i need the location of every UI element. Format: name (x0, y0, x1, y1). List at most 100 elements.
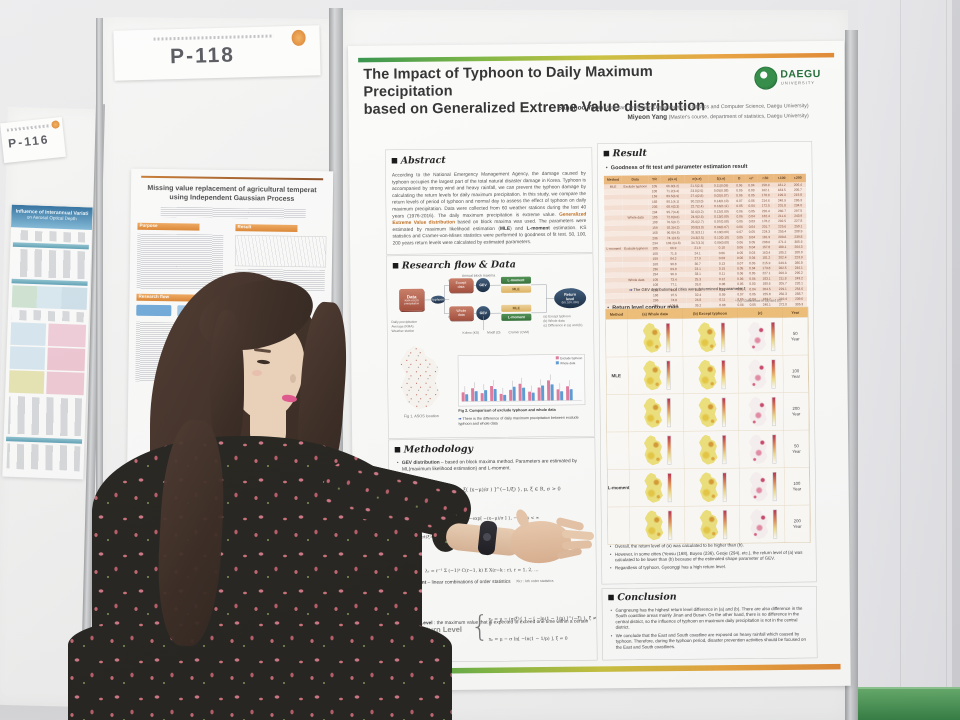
contour-method-cell (607, 506, 631, 545)
p118-rule (141, 175, 324, 181)
gev-params-note: μ : location parameter σ : scale paramet… (515, 530, 551, 547)
author-line: Miyeon Yang (Master's course, department… (509, 110, 809, 123)
contour-method-lmoment: L-moment (607, 485, 630, 491)
flow-tests: Kolmo (KS) Modif (D) Cramér (CvM) (462, 330, 530, 335)
flow-node-mle: MLE (501, 285, 532, 293)
flow-node-typhoon: typhoon (431, 295, 446, 304)
conclusion-section: Conclusion Gangneung has the highest ret… (601, 586, 818, 661)
contour-method-cell (607, 431, 630, 470)
p116-text-blur (6, 443, 81, 472)
flow-node-gev: GEV (475, 278, 491, 293)
wall-seam (900, 0, 901, 720)
contour-header: (c) (737, 307, 783, 318)
p118-flow-box (136, 304, 172, 317)
author-affil: (Master's course, department of statisti… (667, 112, 809, 121)
result-section: Result Goodness of fit test and paramete… (597, 141, 817, 585)
gumbel-formula: Gumbel(ξ=0) : G(x) = exp{ −exp[ −(x−μ)/σ… (403, 515, 609, 522)
p118-text-blur (136, 233, 224, 290)
p116-map-pink (47, 347, 86, 372)
findings-list: Overall, the return level of (a) was cal… (610, 542, 808, 573)
flow-top-label: Annual block maxima (461, 273, 496, 278)
p116-map-row (11, 285, 88, 310)
fig1-caption: Fig 1. ASOS location (403, 413, 439, 419)
contour-map-except (684, 505, 741, 544)
flow-left-note: Daily precipitation Average (KMA) Weathe… (391, 320, 418, 334)
abstract-t3: ) and (510, 225, 527, 232)
abstract-t1: According to the National Emergency Mana… (391, 170, 587, 219)
abstract-section: Abstract According to the National Emerg… (385, 147, 594, 255)
korean-text-blur (153, 34, 274, 41)
p116-map-pink (46, 371, 85, 396)
flow-line (444, 299, 450, 301)
finding-bullet: Regardless of typhoon, Gyeonggi has a hi… (610, 563, 808, 571)
research-section: Research flow & Data Annual block maxima… (386, 253, 596, 439)
p118-poster: Missing value replacement of agricultura… (124, 168, 334, 642)
abstract-text: According to the National Emergency Mana… (392, 170, 587, 247)
p116-text-blur (13, 248, 88, 279)
contour-year-cell: 50 Year (784, 429, 810, 468)
flow-line (490, 284, 502, 286)
flow-line (444, 285, 450, 287)
contour-method-cell (605, 319, 629, 357)
p116-map (10, 322, 47, 346)
flow-line (546, 298, 555, 299)
boxplot-bars (461, 375, 582, 402)
flow-line (531, 284, 547, 286)
p116-text-blur (11, 309, 86, 323)
lmoment-formula: λᵣ = r⁻¹ Σ (−1)ᵏ C(r−1, k) E X(r−k : r),… (424, 567, 539, 574)
contour-method-cell (606, 394, 630, 432)
p116-poster: Influence of Interannual Variati on Aero… (2, 204, 93, 480)
bottom-gradient-bar (364, 663, 841, 675)
contour-header: (a) Whole data (627, 308, 683, 320)
result-heading: Result (604, 147, 647, 158)
poster-authors: Sanghoo Yoon (Assistant professor, Depar… (509, 100, 809, 123)
conference-logo-icon (291, 29, 306, 47)
fig2-caption: Fig 2. Comparison of exclude typhoon and… (458, 407, 556, 413)
fig2-boxplot: Exclude typhoon Whole data (457, 354, 586, 407)
flow-right-note: (a) Except typhoon (b) Whole data (c) Di… (543, 314, 583, 328)
flow-node-data: Data KMA ASOS precipitation (399, 288, 425, 311)
contour-map-diff (738, 354, 784, 393)
flow-line (444, 313, 450, 315)
wall-seam (946, 0, 947, 720)
contour-map-whole (629, 468, 685, 507)
conclusion-heading: Conclusion (608, 591, 676, 603)
flow-node-return: Return level (50, 100, 200) (554, 288, 587, 309)
p116-authors-blur (14, 230, 88, 243)
finding-bullet: However, in some cities (Yeosu (168), Bu… (610, 550, 808, 564)
contour-year-cell: 100 Year (783, 354, 809, 393)
contour-map-whole (628, 356, 684, 395)
order-statistics-note: Xk:r : kth order statistics (516, 579, 554, 584)
return-formula-2: xₚ = μ − σ ln[ −ln(1 − 1/p) ], ξ = 0 (488, 636, 568, 643)
contour-table: Method (a) Whole data (b) Except typhoon… (605, 306, 811, 545)
flow-node-lmoment: L-moment (501, 313, 532, 321)
fig2-note: ⇒ There is the difference of daily maxim… (458, 415, 579, 426)
green-panel (843, 687, 960, 720)
p116-text-blur (7, 396, 83, 437)
return-formula-1: xₚ = μ − (σ/ξ){ 1 − [ −ln(1 − 1/p) ]^(−ξ… (488, 615, 597, 628)
contour-map-except (683, 392, 740, 432)
gev-distribution-bullet: GEV distribution – based on block maxima… (397, 458, 594, 473)
research-heading: Research flow & Data (393, 259, 516, 271)
conclusion-bullet: Gangneung has the highest return level d… (610, 606, 808, 631)
abstract-heading: Abstract (392, 154, 446, 166)
flow-line (473, 313, 477, 314)
flow-data-sub: precipitation (404, 302, 420, 306)
flow-node-mle: MLE (501, 304, 532, 312)
top-gradient-bar (358, 52, 835, 63)
flow-line (424, 299, 433, 301)
flow-line (490, 312, 502, 314)
contour-map-whole (627, 318, 684, 357)
p118-section-purpose: Purpose (137, 222, 200, 231)
arrow-icon: ⇒ (629, 287, 633, 293)
conclusion-list: Gangneung has the highest return level d… (610, 606, 808, 653)
p118-title-line2: using Independent Gaussian Process (169, 192, 295, 203)
board-label-p116: P-116 (7, 132, 51, 151)
p118-flow-box (177, 305, 213, 317)
wall-corner (952, 0, 960, 720)
p118-text-blur (234, 269, 325, 292)
contour-year-cell: 100 Year (784, 467, 810, 505)
contour-map-diff (739, 467, 785, 506)
conference-logo-icon (51, 120, 60, 129)
